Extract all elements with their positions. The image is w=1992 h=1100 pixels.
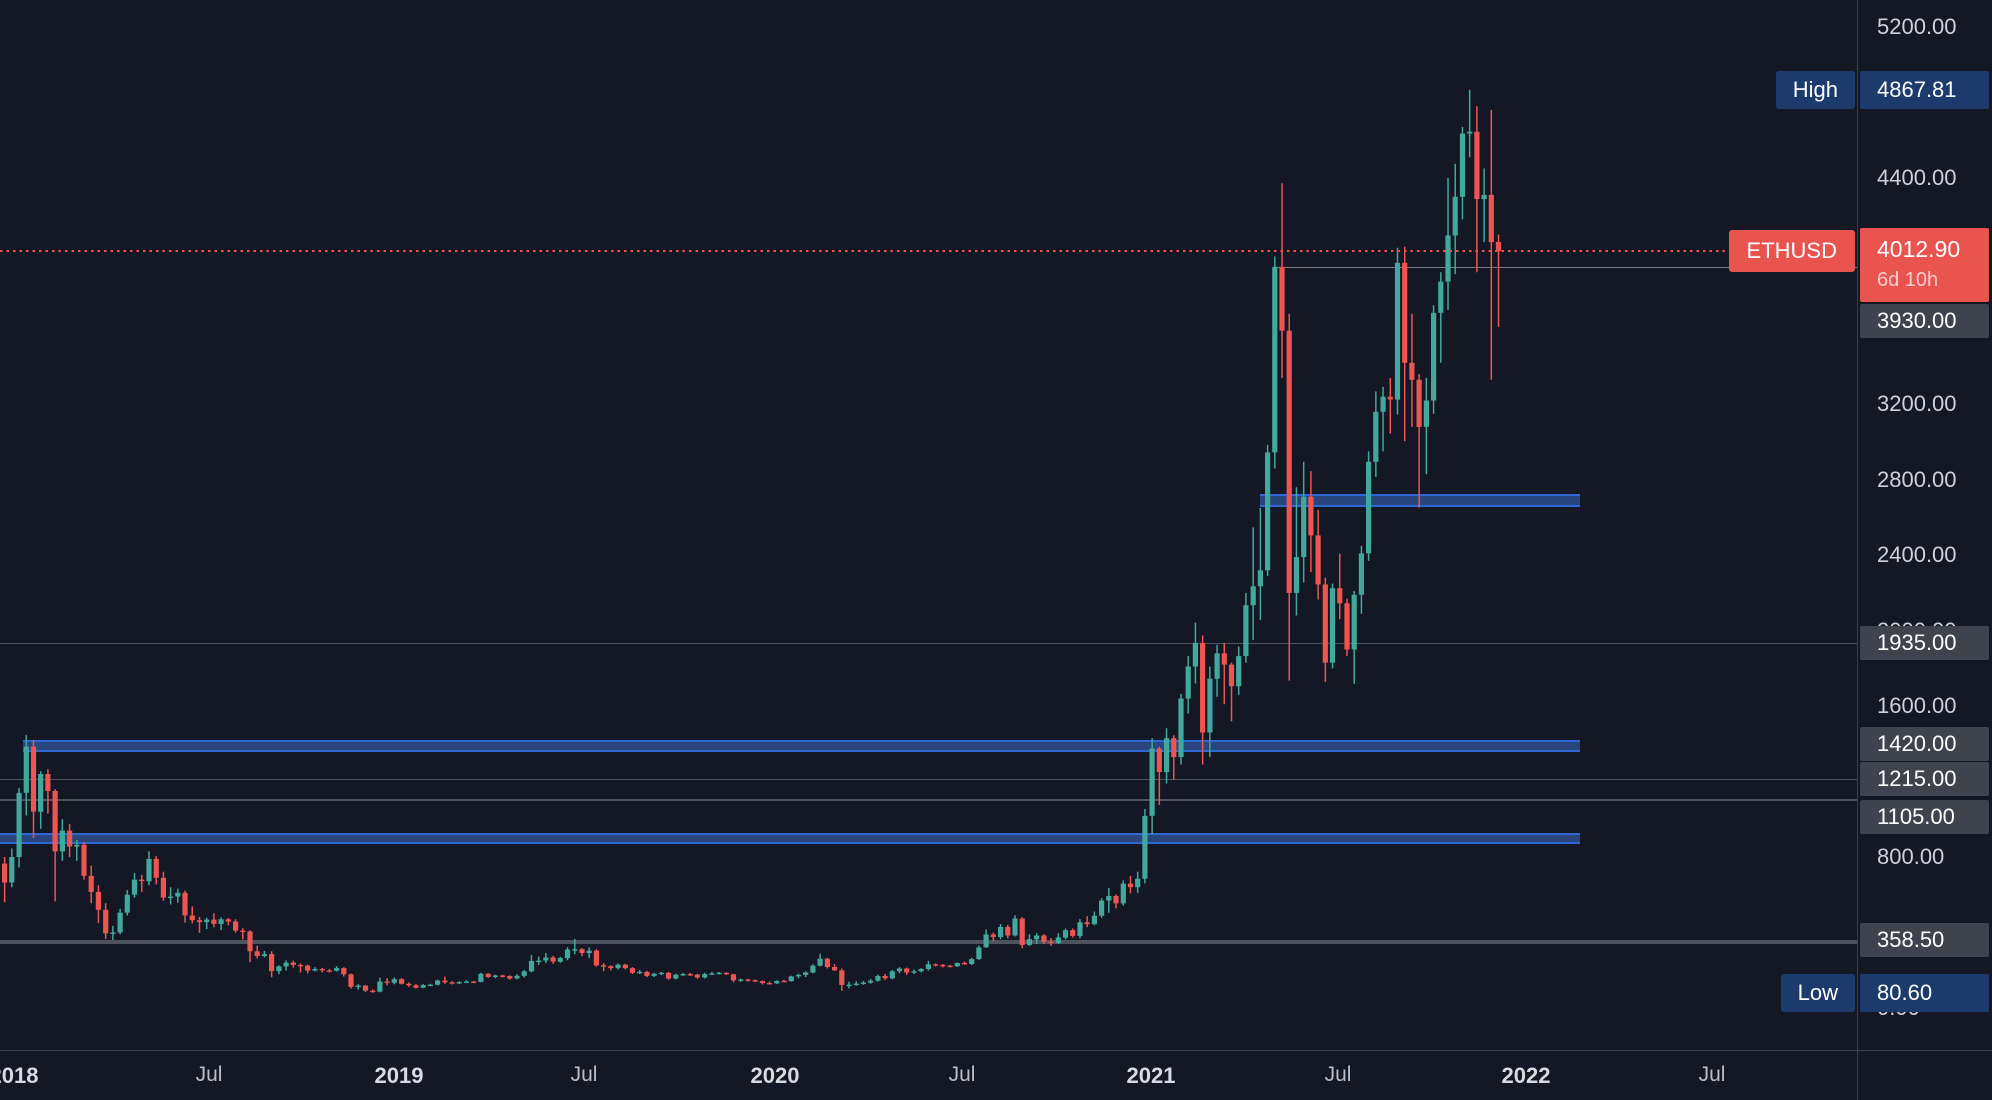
level-price-badge: 1215.00 (1860, 762, 1989, 796)
level-price-badge: 1105.00 (1860, 800, 1989, 834)
high-price-badge: 4867.81 (1860, 70, 1989, 109)
current-price-badge: 4012.90 6d 10h (1860, 227, 1989, 302)
horizontal-level-line[interactable] (0, 799, 1857, 801)
level-price-badge: 1935.00 (1860, 626, 1989, 660)
low-marker-label: Low (1780, 973, 1855, 1012)
high-marker-label: High (1775, 70, 1855, 109)
high-price-value: 4867.81 (1877, 76, 1957, 102)
horizontal-ray-line[interactable] (1275, 266, 1857, 269)
price-tick-label: 2400.00 (1877, 542, 1957, 568)
supply-demand-zone[interactable] (23, 740, 1580, 753)
price-tick-label: 2800.00 (1877, 466, 1957, 492)
horizontal-level-line[interactable] (0, 940, 1857, 945)
symbol-price-flag: ETHUSD (1728, 229, 1855, 272)
time-axis-month-label: Jul (948, 1063, 976, 1086)
time-axis-month-label: Jul (1324, 1063, 1352, 1086)
price-tick-label: 4400.00 (1877, 164, 1957, 190)
current-price-line[interactable] (0, 250, 1857, 252)
level-price-badge: 3930.00 (1860, 304, 1989, 338)
current-price-value: 4012.90 (1877, 235, 1961, 262)
horizontal-level-line[interactable] (0, 778, 1857, 781)
symbol-name: ETHUSD (1746, 237, 1837, 263)
supply-demand-zone[interactable] (1260, 494, 1580, 507)
time-axis-month-label: Jul (195, 1063, 223, 1086)
level-price-badge: 358.50 (1860, 923, 1989, 957)
time-axis-year-label: 2020 (750, 1063, 800, 1088)
time-axis-year-label: 2021 (1126, 1063, 1176, 1088)
time-axis-year-label: 2019 (374, 1063, 424, 1088)
supply-demand-zone[interactable] (0, 833, 1580, 844)
price-axis[interactable]: 0.00400.00800.001200.001600.002000.00240… (1857, 0, 1992, 1050)
price-tick-label: 800.00 (1877, 844, 1945, 869)
horizontal-level-line[interactable] (0, 642, 1857, 645)
time-axis-year-label: 2018 (0, 1063, 39, 1088)
time-axis-month-label: Jul (570, 1063, 598, 1086)
low-price-badge: 80.60 (1860, 973, 1989, 1012)
price-tick-label: 5200.00 (1877, 14, 1957, 39)
price-tick-label: 1600.00 (1877, 693, 1957, 719)
low-price-value: 80.60 (1877, 979, 1933, 1005)
time-axis-month-label: Jul (1698, 1063, 1726, 1086)
bar-close-countdown: 6d 10h (1877, 268, 1939, 291)
candlestick-series[interactable] (0, 0, 1857, 1050)
low-label-text: Low (1797, 979, 1838, 1005)
price-tick-label: 3200.00 (1877, 391, 1957, 417)
high-label-text: High (1792, 76, 1838, 102)
time-axis[interactable]: 2018 Jul 2019 Jul 2020 Jul 2021 Jul 2022 Jul (0, 1050, 1992, 1100)
time-axis-year-label: 2022 (1501, 1063, 1551, 1088)
chart-pane[interactable]: High Low ETHUSD (0, 0, 1857, 1050)
axis-corner-separator (1857, 1051, 1858, 1100)
level-price-badge: 1420.00 (1860, 727, 1989, 761)
